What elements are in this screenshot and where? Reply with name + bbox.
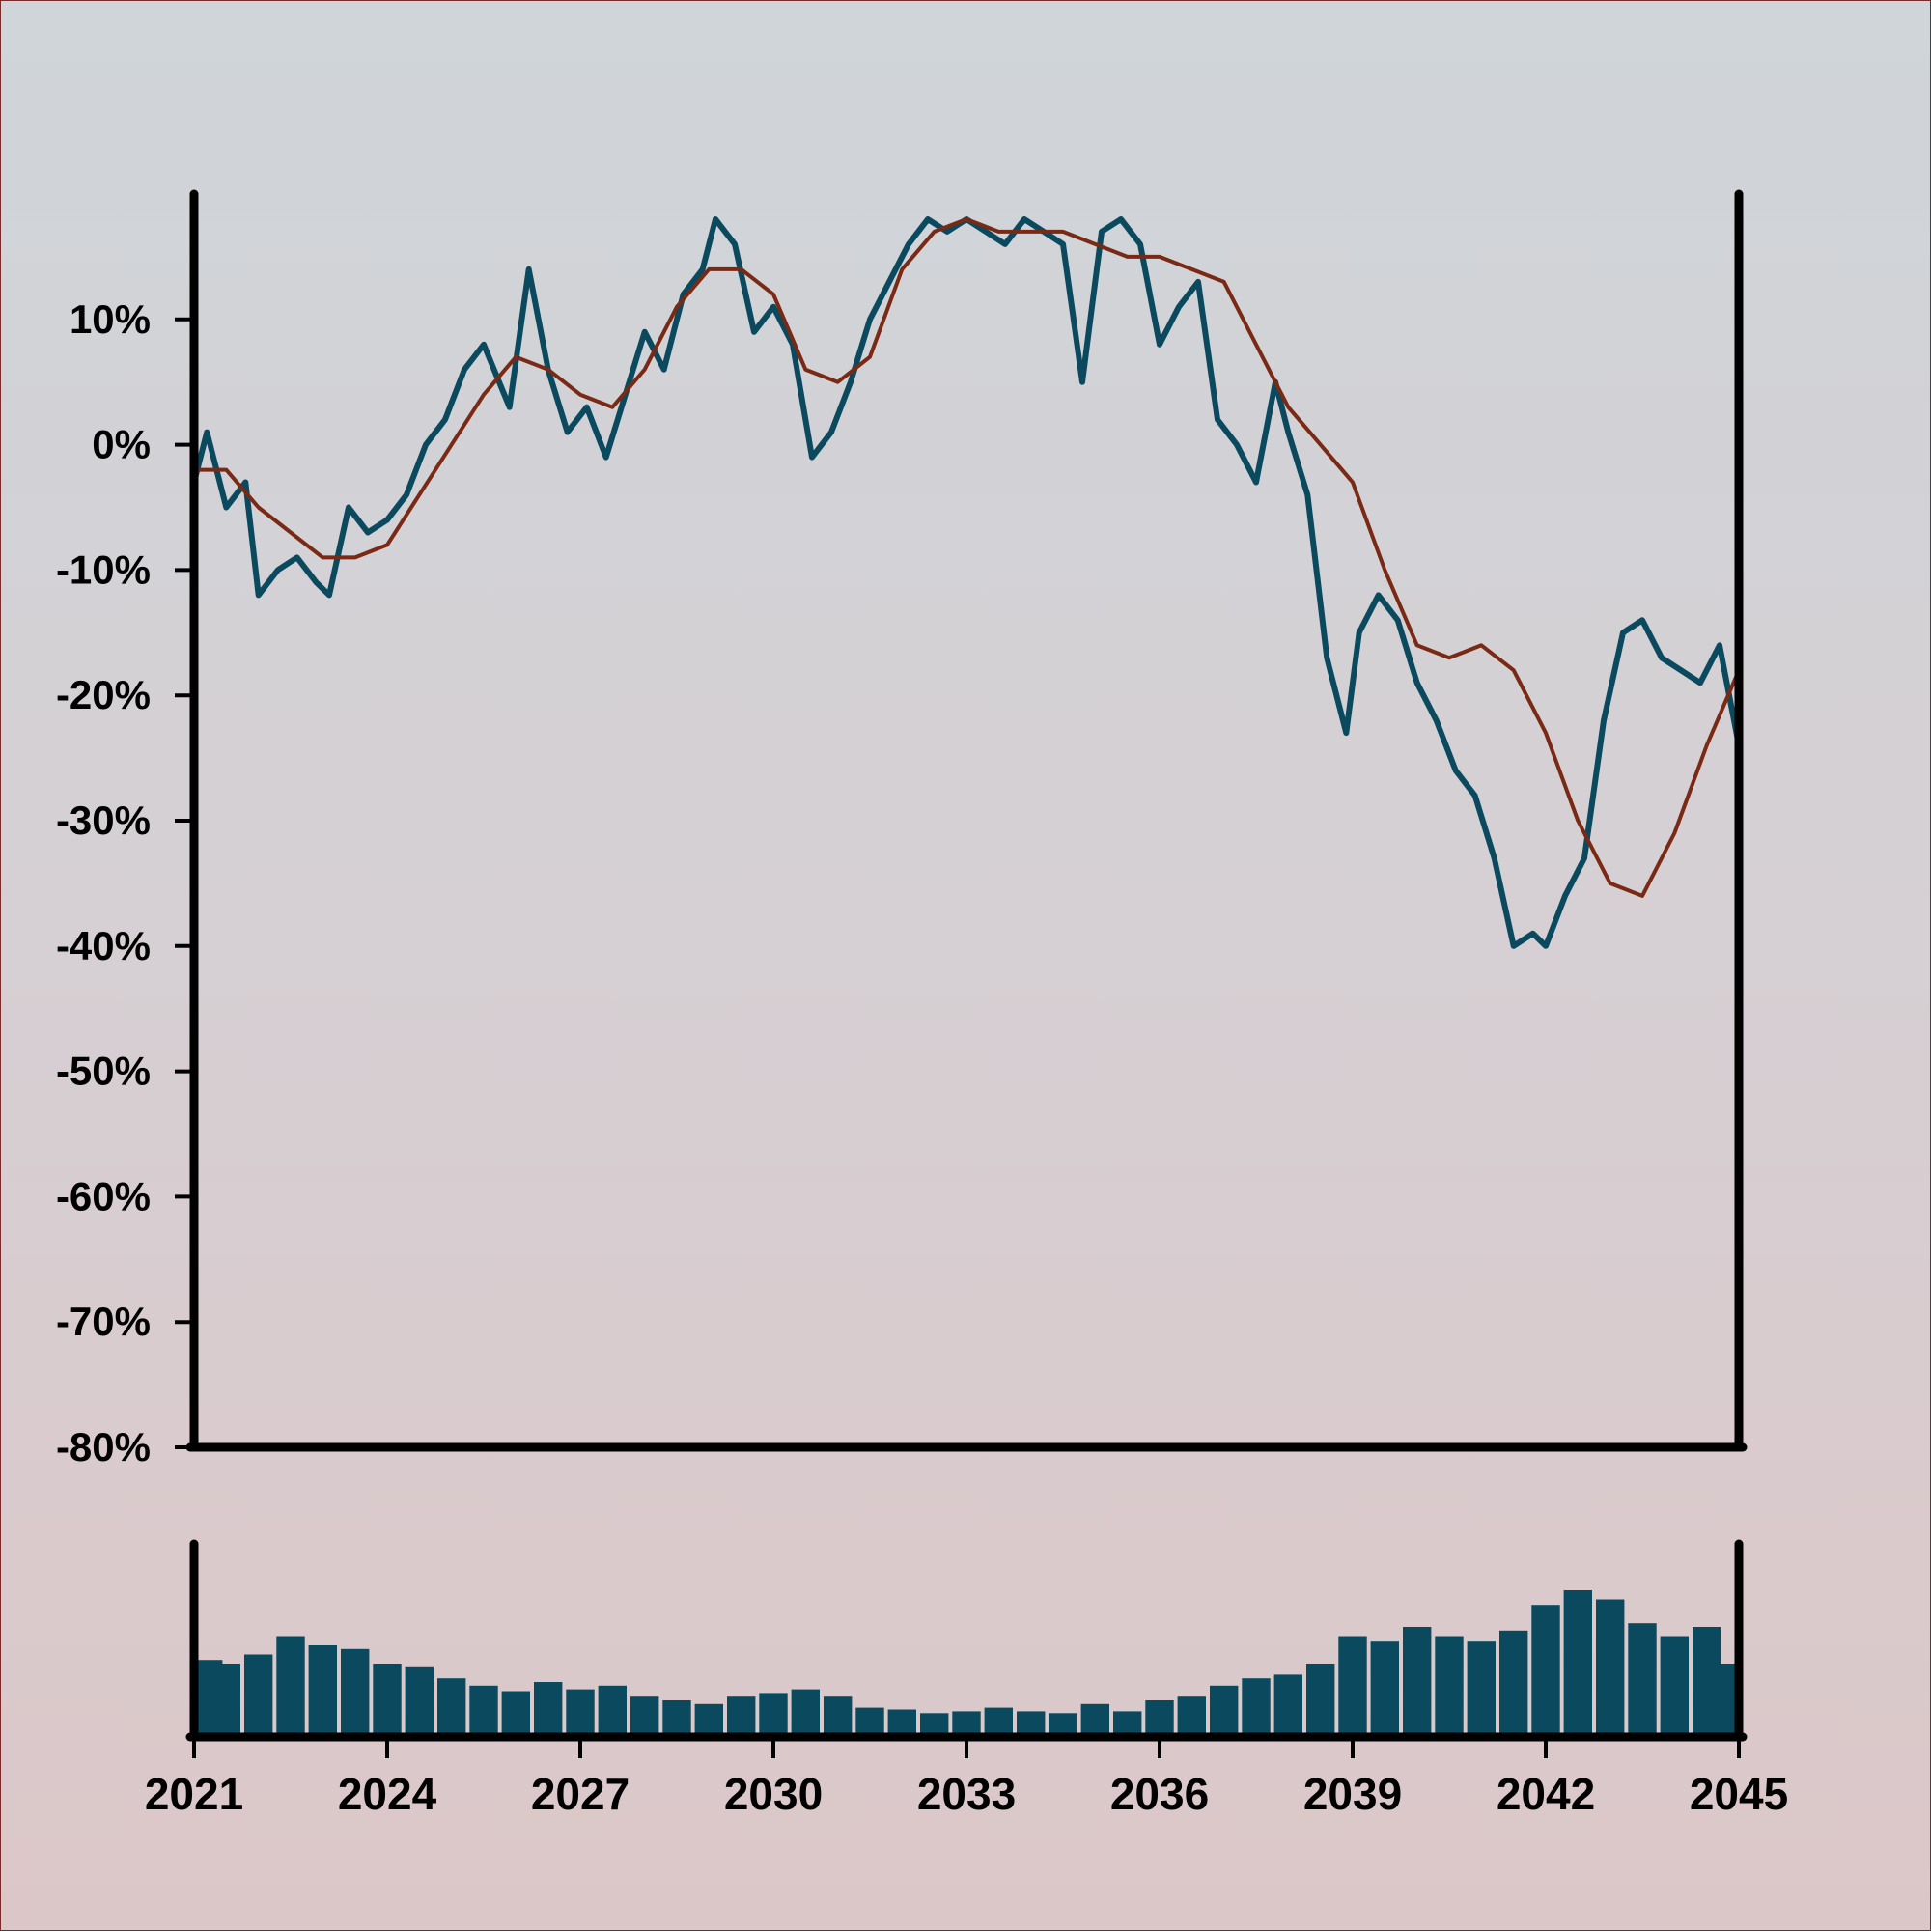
volume-bars bbox=[194, 1590, 1739, 1737]
y-tick-label: -10% bbox=[56, 546, 151, 592]
y-tick-label: -30% bbox=[56, 798, 151, 843]
volume-bar bbox=[1306, 1664, 1335, 1737]
volume-bar bbox=[1210, 1685, 1239, 1737]
x-tick-label: 2033 bbox=[917, 1769, 1016, 1819]
volume-bar bbox=[598, 1685, 627, 1737]
x-tick-label: 2045 bbox=[1690, 1769, 1788, 1819]
y-tick-label: -60% bbox=[56, 1173, 151, 1218]
y-tick-label: 10% bbox=[70, 296, 151, 342]
volume-bar bbox=[791, 1689, 820, 1737]
volume-bar bbox=[534, 1682, 563, 1737]
x-tick-label: 2024 bbox=[338, 1769, 437, 1819]
volume-bar bbox=[1596, 1599, 1625, 1737]
volume-bar bbox=[1660, 1636, 1689, 1737]
volume-bar bbox=[694, 1703, 723, 1737]
volume-bar bbox=[1531, 1605, 1560, 1737]
volume-bar bbox=[1370, 1641, 1399, 1737]
volume-bar bbox=[276, 1636, 305, 1737]
volume-bar bbox=[437, 1678, 466, 1737]
y-tick-label: -40% bbox=[56, 923, 151, 968]
y-tick-label: -80% bbox=[56, 1424, 151, 1470]
volume-bar bbox=[1273, 1674, 1302, 1737]
x-axis: 2021 2024 2027 2030 2033 2036 2039 2042 2045 bbox=[145, 1737, 1788, 1819]
volume-bar bbox=[244, 1654, 273, 1737]
volume-bar bbox=[1080, 1703, 1109, 1737]
volume-bar bbox=[662, 1700, 691, 1737]
moving-average-line bbox=[192, 217, 1741, 898]
y-tick-label: 0% bbox=[92, 422, 151, 467]
y-tick-label: -50% bbox=[56, 1049, 151, 1094]
x-tick-label: 2027 bbox=[531, 1769, 630, 1819]
plot-lines bbox=[191, 216, 1742, 949]
volume-bar bbox=[211, 1664, 240, 1737]
volume-bar bbox=[1628, 1623, 1657, 1737]
x-tick-label: 2030 bbox=[724, 1769, 823, 1819]
volume-bar bbox=[405, 1666, 434, 1737]
volume-bar bbox=[887, 1709, 916, 1737]
volume-bar bbox=[1145, 1700, 1174, 1737]
main-axes-frame bbox=[185, 189, 1748, 1452]
volume-bar bbox=[759, 1693, 788, 1737]
volume-bar bbox=[566, 1689, 595, 1737]
volume-bar bbox=[469, 1685, 498, 1737]
x-tick-label: 2039 bbox=[1303, 1769, 1402, 1819]
y-tick-label: -20% bbox=[56, 672, 151, 717]
price-line bbox=[191, 216, 1742, 949]
volume-bar bbox=[501, 1691, 530, 1737]
volume-bar bbox=[1242, 1678, 1271, 1737]
x-tick-label: 2021 bbox=[145, 1769, 243, 1819]
volume-bar bbox=[855, 1707, 884, 1737]
volume-bar bbox=[308, 1645, 337, 1737]
volume-bar bbox=[1403, 1627, 1432, 1737]
x-tick-label: 2042 bbox=[1497, 1769, 1595, 1819]
volume-bar bbox=[1710, 1664, 1739, 1737]
x-tick-label: 2036 bbox=[1110, 1769, 1209, 1819]
y-axis: 10% 0% -10% -20% -30% -40% -50% -60% -70% -80% bbox=[56, 296, 194, 1470]
volume-bar bbox=[1467, 1641, 1496, 1737]
volume-bar bbox=[824, 1696, 853, 1737]
volume-bar bbox=[341, 1648, 370, 1737]
volume-bar bbox=[373, 1664, 402, 1737]
volume-bar bbox=[630, 1696, 659, 1737]
volume-bar bbox=[1499, 1630, 1528, 1737]
volume-bar bbox=[1338, 1636, 1367, 1737]
volume-bar bbox=[984, 1707, 1013, 1737]
volume-bar bbox=[1435, 1636, 1464, 1737]
volume-bar bbox=[1563, 1590, 1592, 1737]
y-tick-label: -70% bbox=[56, 1299, 151, 1344]
volume-bar bbox=[1177, 1696, 1206, 1737]
volume-bar bbox=[727, 1696, 756, 1737]
